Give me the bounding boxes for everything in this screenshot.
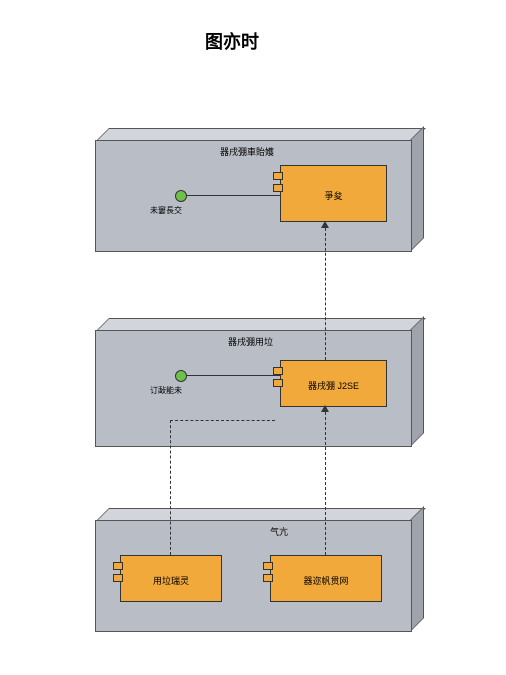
interface-ball-icon bbox=[175, 370, 187, 382]
node-label-app: 器戌弸用垃 bbox=[228, 335, 273, 348]
node-side-face bbox=[410, 126, 424, 252]
node-side-face bbox=[410, 316, 424, 447]
component-tab-icon bbox=[273, 172, 283, 180]
interface-ball-icon bbox=[175, 190, 187, 202]
component-label-j2ee: 器戌弸 J2SE bbox=[281, 379, 386, 392]
component-label-webbr: 器迩帆贯网 bbox=[271, 574, 381, 587]
dependency-edge-d2 bbox=[325, 412, 326, 555]
interface-label-if2: 订敮能未 bbox=[150, 385, 182, 396]
component-j2ee: 器戌弸 J2SE bbox=[280, 360, 387, 407]
component-event: 爭夋 bbox=[280, 165, 387, 222]
interface-label-if1: 未窶長交 bbox=[150, 205, 182, 216]
dependency-edge-d1 bbox=[325, 228, 326, 360]
dependency-edge-d3 bbox=[170, 420, 171, 555]
interface-line-if2 bbox=[186, 375, 280, 376]
component-tab-icon bbox=[113, 562, 123, 570]
component-tab-icon bbox=[263, 562, 273, 570]
component-webbr: 器迩帆贯网 bbox=[270, 555, 382, 602]
interface-line-if1 bbox=[186, 195, 280, 196]
component-client: 用垃瑞灵 bbox=[120, 555, 222, 602]
arrowhead-icon bbox=[321, 405, 329, 412]
arrowhead-icon bbox=[321, 221, 329, 228]
node-label-cli: 气亢 bbox=[270, 525, 288, 538]
component-label-event: 爭夋 bbox=[281, 189, 386, 202]
component-label-client: 用垃瑞灵 bbox=[121, 574, 221, 587]
dependency-edge-d3 bbox=[170, 420, 275, 421]
diagram-title: 图亦时 bbox=[205, 28, 259, 54]
node-label-db: 器戌弸車貽嬳 bbox=[220, 145, 274, 158]
node-side-face bbox=[410, 506, 424, 632]
component-tab-icon bbox=[273, 367, 283, 375]
